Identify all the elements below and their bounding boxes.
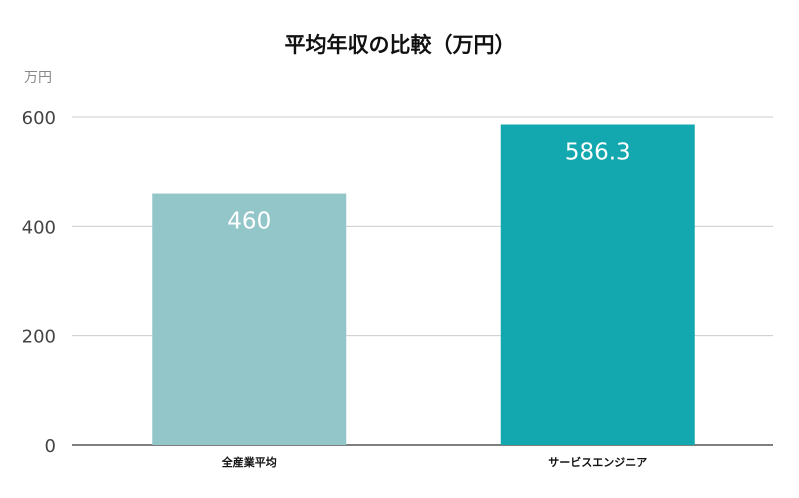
bar (152, 193, 347, 445)
data-label: 586.3 (565, 139, 631, 165)
x-tick-label: 全産業平均 (221, 455, 277, 469)
x-tick-label: サービスエンジニア (548, 455, 647, 469)
y-tick-label: 600 (22, 108, 56, 129)
y-axis-unit-label: 万円 (24, 70, 52, 86)
y-tick-label: 400 (22, 217, 56, 238)
y-tick-label: 200 (22, 327, 56, 348)
data-label: 460 (227, 209, 271, 235)
y-tick-label: 0 (45, 436, 56, 457)
chart-title: 平均年収の比較（万円） (285, 33, 516, 57)
bar (500, 124, 695, 446)
